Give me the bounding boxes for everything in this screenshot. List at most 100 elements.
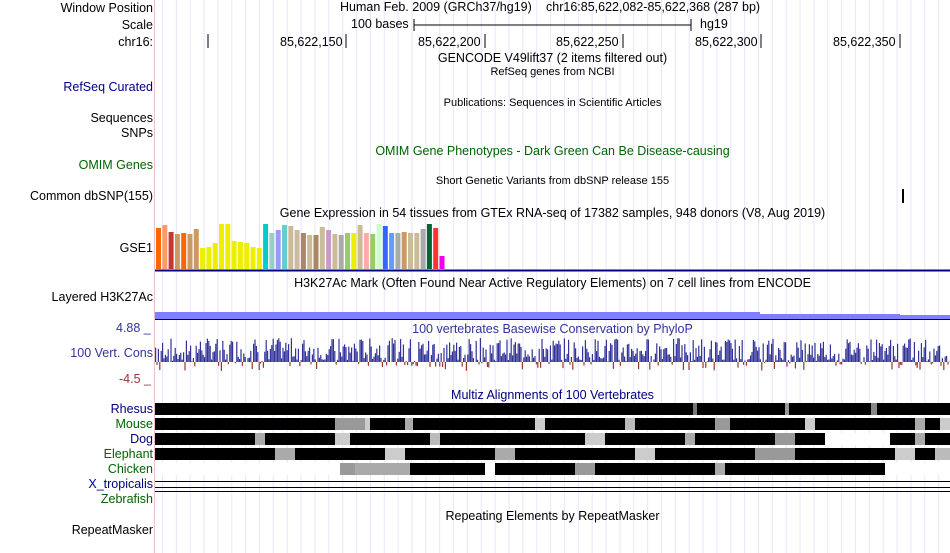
h3k27ac-track-label[interactable]: Layered H3K27Ac (51, 290, 153, 304)
alignment-block[interactable] (155, 418, 950, 430)
alignment-block[interactable] (915, 418, 925, 430)
gtex-tissue-bar[interactable] (389, 233, 395, 269)
species-label-xtropicalis[interactable]: X_tropicalis (88, 477, 153, 491)
alignment-block[interactable] (871, 403, 877, 415)
gtex-tissue-bar[interactable] (300, 233, 306, 269)
publications-track-title[interactable]: Publications: Sequences in Scientific Ar… (443, 97, 662, 109)
gtex-tissue-bar[interactable] (332, 234, 338, 269)
gtex-tissue-bar[interactable] (237, 242, 243, 269)
alignment-block[interactable] (155, 403, 950, 415)
gtex-tissue-bar[interactable] (345, 233, 350, 269)
gtex-tissue-bar[interactable] (439, 256, 445, 269)
alignment-block[interactable] (155, 433, 950, 445)
repeatmasker-track-title[interactable]: Repeating Elements by RepeatMasker (445, 509, 660, 523)
alignment-block[interactable] (885, 463, 950, 475)
alignment-block[interactable] (785, 403, 789, 415)
gtex-tissue-bar[interactable] (256, 248, 262, 269)
alignment-block[interactable] (585, 433, 605, 445)
gtex-tissue-bar[interactable] (168, 232, 174, 269)
species-label-zebrafish[interactable]: Zebrafish (100, 492, 153, 506)
alignment-block[interactable] (725, 463, 885, 475)
gtex-tissue-bar[interactable] (376, 224, 382, 269)
alignment-block[interactable] (155, 463, 340, 475)
gtex-tissue-bar[interactable] (244, 243, 250, 269)
gtex-track-label[interactable]: GSE1 (119, 241, 153, 255)
gtex-tissue-bar[interactable] (433, 228, 439, 269)
gtex-tissue-bar[interactable] (269, 233, 275, 269)
alignment-block[interactable] (335, 418, 365, 430)
alignment-block[interactable] (935, 448, 950, 460)
multiz-alignment-blocks[interactable] (155, 402, 950, 492)
alignment-block[interactable] (715, 463, 725, 475)
alignment-block[interactable] (155, 448, 950, 460)
gtex-tissue-bar[interactable] (225, 224, 231, 269)
omim-track-title[interactable]: OMIM Gene Phenotypes - Dark Green Can Be… (375, 144, 730, 158)
gtex-tissue-bar[interactable] (206, 247, 212, 269)
alignment-block[interactable] (410, 463, 485, 475)
species-label-dog[interactable]: Dog (130, 432, 153, 446)
alignment-block[interactable] (755, 448, 795, 460)
gtex-tissue-bar[interactable] (275, 230, 281, 269)
alignment-block[interactable] (485, 463, 495, 475)
gtex-tissue-bar[interactable] (395, 233, 401, 269)
omim-track-label[interactable]: OMIM Genes (78, 158, 153, 172)
gtex-tissue-bar[interactable] (326, 230, 332, 269)
h3k27ac-track-title[interactable]: H3K27Ac Mark (Often Found Near Active Re… (294, 276, 811, 290)
alignment-block[interactable] (495, 448, 515, 460)
gtex-tissue-bar[interactable] (319, 227, 325, 269)
h3k27ac-signal[interactable] (155, 311, 950, 321)
alignment-block[interactable] (825, 433, 890, 445)
gtex-tissue-bar[interactable] (174, 234, 180, 269)
gtex-tissue-bar[interactable] (357, 225, 363, 269)
alignment-block[interactable] (693, 403, 697, 415)
gtex-tissue-bar[interactable] (193, 229, 199, 269)
gtex-tissue-bar[interactable] (313, 235, 319, 269)
gtex-tissue-bar[interactable] (382, 226, 388, 269)
gtex-tissue-bar[interactable] (200, 248, 206, 269)
sequences-track-label[interactable]: Sequences (90, 111, 153, 125)
refseq-track-label[interactable]: RefSeq Curated (63, 80, 153, 94)
snps-track-label[interactable]: SNPs (121, 126, 153, 140)
species-label-mouse[interactable]: Mouse (115, 417, 153, 431)
species-label-elephant[interactable]: Elephant (103, 447, 153, 461)
gtex-tissue-bar[interactable] (401, 232, 407, 269)
species-label-rhesus[interactable]: Rhesus (110, 402, 153, 416)
alignment-block[interactable] (685, 433, 695, 445)
alignment-block[interactable] (575, 463, 595, 475)
alignment-block[interactable] (275, 448, 295, 460)
gtex-tissue-bar[interactable] (250, 247, 256, 269)
gtex-tissue-bar[interactable] (414, 233, 420, 269)
gtex-tissue-bar[interactable] (338, 235, 344, 269)
gtex-tissue-bar[interactable] (426, 224, 432, 269)
alignment-block[interactable] (495, 463, 575, 475)
alignment-block[interactable] (915, 433, 925, 445)
multiz-track-title[interactable]: Multiz Alignments of 100 Vertebrates (451, 388, 654, 402)
gtex-tissue-bar[interactable] (282, 225, 287, 269)
gtex-tissue-bar[interactable] (288, 226, 294, 269)
alignment-block[interactable] (595, 463, 715, 475)
alignment-block[interactable] (255, 433, 265, 445)
gtex-tissue-bar[interactable] (420, 229, 426, 269)
gtex-tissue-bar[interactable] (212, 243, 218, 269)
dbsnp-track-title[interactable]: Short Genetic Variants from dbSNP releas… (435, 175, 670, 187)
alignment-block[interactable] (625, 418, 635, 430)
alignment-block[interactable] (355, 463, 410, 475)
gtex-tissue-bar[interactable] (187, 234, 193, 269)
gtex-tissue-bar[interactable] (156, 228, 161, 269)
alignment-block[interactable] (335, 433, 350, 445)
gtex-tissue-bar[interactable] (294, 230, 300, 269)
cons-track-label[interactable]: 100 Vert. Cons (70, 346, 153, 360)
repeatmasker-track-label[interactable]: RepeatMasker (71, 523, 153, 537)
alignment-block[interactable] (635, 448, 655, 460)
alignment-block[interactable] (775, 433, 795, 445)
refseq-track-title[interactable]: RefSeq genes from NCBI (490, 66, 615, 78)
gtex-tissue-bar[interactable] (363, 233, 369, 269)
alignment-block[interactable] (535, 418, 545, 430)
gtex-bar-chart[interactable] (155, 222, 950, 272)
species-label-chicken[interactable]: Chicken (107, 462, 153, 476)
gencode-track-title[interactable]: GENCODE V49lift37 (2 items filtered out) (437, 51, 668, 65)
gtex-tissue-bar[interactable] (162, 225, 168, 269)
alignment-block[interactable] (715, 418, 730, 430)
gtex-track-title[interactable]: Gene Expression in 54 tissues from GTEx … (279, 206, 826, 220)
alignment-block[interactable] (340, 463, 355, 475)
